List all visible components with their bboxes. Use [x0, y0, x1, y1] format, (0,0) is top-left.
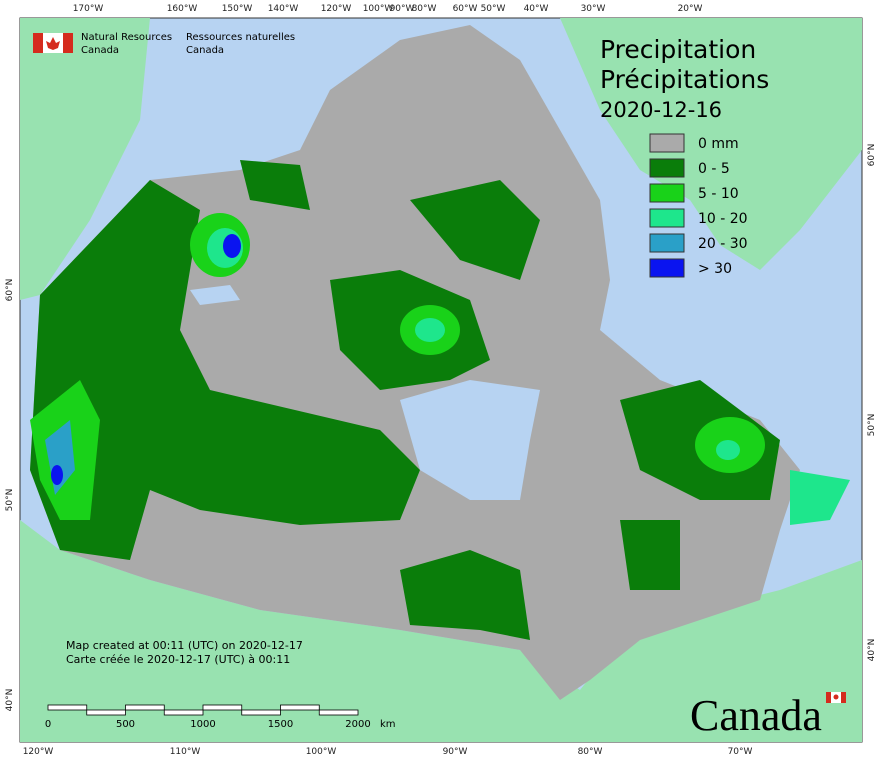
title-en: Precipitation — [600, 35, 756, 64]
alaska — [20, 18, 150, 300]
wordmark-flag — [826, 692, 846, 703]
scale-label: 1000 — [190, 719, 215, 730]
longitude-label: 100°W — [363, 4, 394, 14]
credit: Map created at 00:11 (UTC) on 2020-12-17 — [66, 639, 303, 652]
scale-segment — [241, 709, 281, 716]
scale-label: 500 — [116, 719, 135, 730]
precip-arctic — [410, 180, 540, 280]
legend-label: 0 mm — [698, 136, 739, 152]
longitude-label: 70°W — [728, 747, 753, 757]
latitude-label: 60°N — [867, 144, 877, 167]
longitude-label: 150°W — [222, 4, 253, 14]
legend-swatch — [649, 133, 685, 153]
agency-fr: Canada — [186, 45, 224, 56]
longitude-label: 30°W — [581, 4, 606, 14]
longitude-label: 90°W — [390, 4, 415, 14]
scale-bar: 0 500 1000 1500 2000 km — [45, 704, 396, 730]
longitude-label: 120°W — [23, 747, 54, 757]
lake — [190, 285, 240, 305]
scale-label: 1500 — [268, 719, 293, 730]
longitude-label: 140°W — [268, 4, 299, 14]
legend-label: 20 - 30 — [698, 236, 748, 252]
scale-unit: km — [380, 719, 396, 730]
longitude-label: 160°W — [167, 4, 198, 14]
legend-swatch — [649, 183, 685, 203]
latitude-label: 40°N — [867, 639, 877, 662]
scale-segment — [125, 704, 165, 711]
hudson-bay — [400, 380, 540, 500]
precip-zone — [790, 470, 850, 525]
latitude-label: 60°N — [5, 279, 15, 302]
longitude-label: 60°W — [453, 4, 478, 14]
precip-ontario — [400, 550, 530, 640]
scale-segment — [163, 709, 204, 716]
legend-label: 0 - 5 — [698, 161, 730, 177]
legend: 0 mm 0 - 5 5 - 10 10 - 20 20 - 30 > 30 — [649, 133, 748, 278]
usa — [20, 520, 862, 742]
longitude-label: 120°W — [321, 4, 352, 14]
legend-swatch — [649, 208, 685, 228]
agency-en: Canada — [81, 45, 119, 56]
scale-segment — [202, 704, 243, 711]
graticule: 170°W 160°W 150°W 140°W 120°W 100°W90°W80°W 60… — [5, 4, 877, 757]
precip-zone — [716, 440, 740, 460]
scale-label: 0 — [45, 719, 51, 730]
logo — [33, 33, 73, 53]
longitude-label: 40°W — [524, 4, 549, 14]
legend-label: 10 - 20 — [698, 211, 748, 227]
longitude-label: 110°W — [170, 747, 201, 757]
longitude-label: 170°W — [73, 4, 104, 14]
greenland — [560, 18, 862, 270]
longitude-label: 50°W — [481, 4, 506, 14]
longitude-label: 90°W — [443, 747, 468, 757]
precip-zone — [415, 318, 445, 342]
precip-west — [30, 180, 420, 560]
precip-zone — [51, 465, 63, 485]
scale-segment — [280, 704, 320, 711]
agency-en: Natural Resources — [81, 32, 172, 43]
latitude-label: 50°N — [867, 414, 877, 437]
legend-swatch — [649, 258, 685, 278]
legend-label: > 30 — [698, 261, 732, 277]
legend-swatch — [649, 233, 685, 253]
precip-banks — [240, 160, 310, 210]
latitude-label: 50°N — [5, 489, 15, 512]
title-fr: Précipitations — [600, 65, 769, 94]
agency-fr: Ressources naturelles — [186, 32, 295, 43]
longitude-label: 20°W — [678, 4, 703, 14]
legend-label: 5 - 10 — [698, 186, 739, 202]
longitude-label: 80°W — [412, 4, 437, 14]
legend-swatch — [649, 158, 685, 178]
title-date: 2020-12-16 — [600, 98, 722, 122]
latitude-label: 40°N — [5, 689, 15, 712]
longitude-label: 100°W — [306, 747, 337, 757]
scale-segment — [318, 709, 359, 716]
scale-segment — [86, 709, 126, 716]
precip-quebec — [620, 520, 680, 590]
precip-zone — [223, 234, 241, 258]
scale-label: 2000 — [345, 719, 370, 730]
wordmark: Canada — [690, 691, 822, 740]
longitude-label: 80°W — [578, 747, 603, 757]
credit: Carte créée le 2020-12-17 (UTC) à 00:11 — [66, 653, 290, 666]
scale-segment — [47, 704, 88, 711]
